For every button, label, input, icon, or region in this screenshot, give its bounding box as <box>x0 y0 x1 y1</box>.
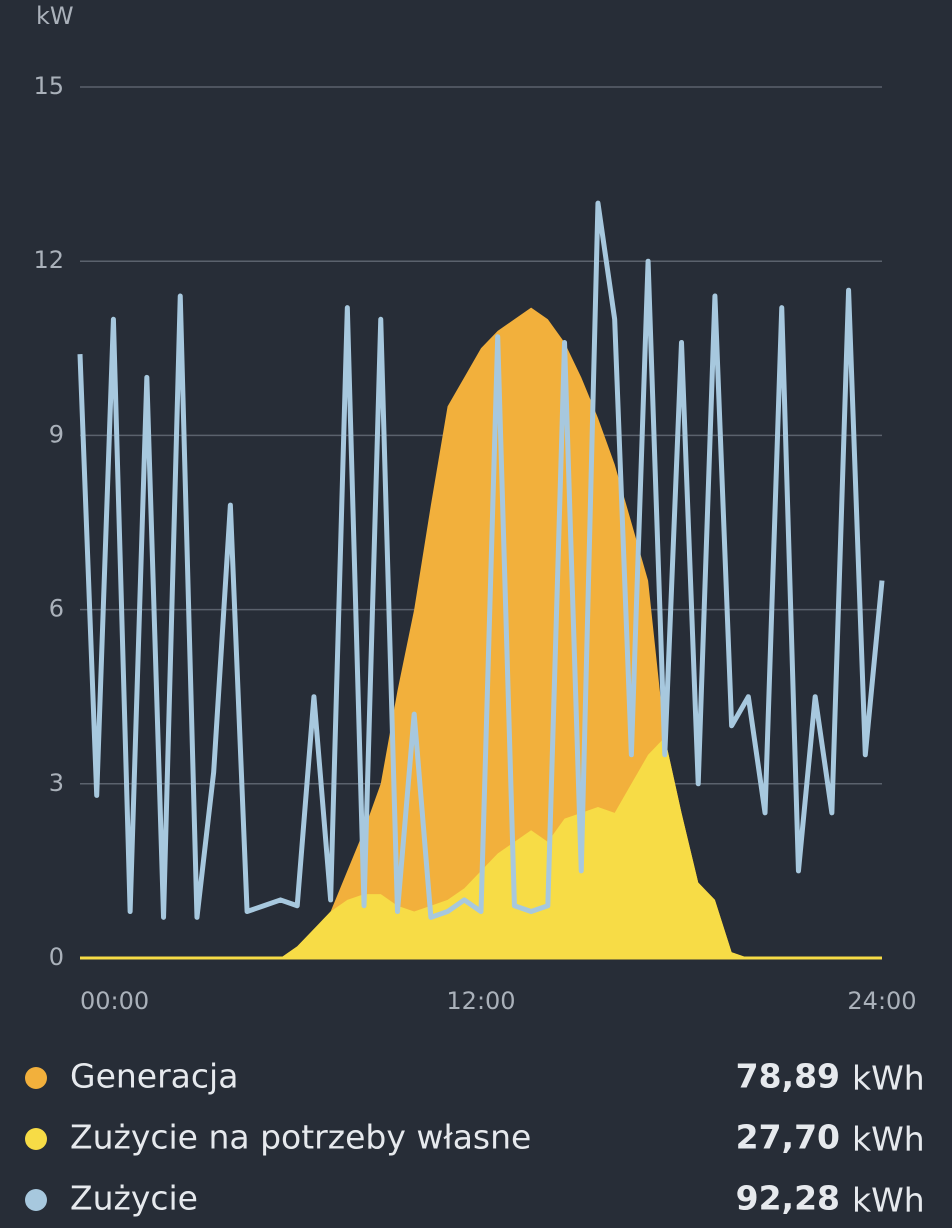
legend-dot <box>25 1189 47 1211</box>
legend-label: Generacja <box>70 1057 238 1096</box>
y-tick-label: 15 <box>33 72 64 100</box>
legend-dot <box>25 1128 47 1150</box>
legend-unit: kWh <box>852 1059 925 1098</box>
legend-label: Zużycie na potrzeby własne <box>70 1118 531 1157</box>
y-tick-label: 0 <box>49 943 64 971</box>
y-tick-label: 12 <box>33 246 64 274</box>
area <box>80 737 882 958</box>
legend-total: 92,28 <box>736 1179 840 1218</box>
y-tick-label: 9 <box>49 420 64 448</box>
x-tick-label: 12:00 <box>446 987 515 1015</box>
y-axis-label: kW <box>36 2 74 30</box>
legend-unit: kWh <box>852 1181 925 1220</box>
legend-dot <box>25 1067 47 1089</box>
line <box>77 200 885 920</box>
legend-total: 78,89 <box>736 1057 840 1096</box>
x-tick-label: 24:00 <box>847 987 916 1015</box>
legend-total: 27,70 <box>736 1118 840 1157</box>
y-tick-label: 3 <box>49 769 64 797</box>
legend-label: Zużycie <box>70 1179 198 1218</box>
area <box>80 307 882 958</box>
x-tick-label: 00:00 <box>80 987 149 1015</box>
y-tick-label: 6 <box>49 595 64 623</box>
legend-unit: kWh <box>852 1120 925 1159</box>
